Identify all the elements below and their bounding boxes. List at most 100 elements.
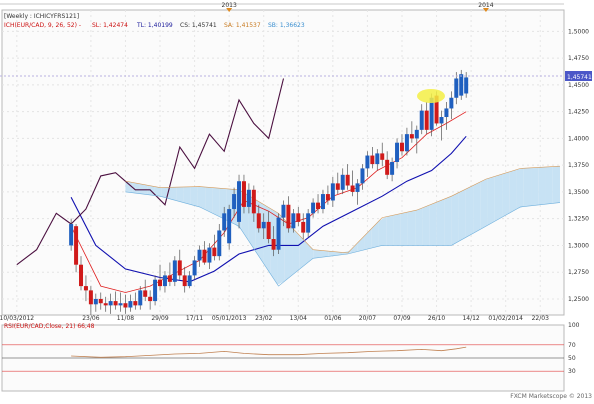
candle-body bbox=[138, 290, 143, 306]
year-marker-icon bbox=[226, 8, 233, 12]
candle-body bbox=[414, 129, 419, 139]
kumo-segment bbox=[444, 196, 452, 246]
candle-body bbox=[375, 153, 380, 165]
price-tick-label: 1,2500 bbox=[568, 296, 589, 303]
candle-body bbox=[202, 249, 207, 263]
candles bbox=[69, 69, 469, 315]
kumo-segment bbox=[429, 202, 437, 246]
candle-body bbox=[261, 221, 266, 229]
price-tick-label: 1,3000 bbox=[568, 242, 589, 249]
candle-body bbox=[434, 95, 439, 124]
kumo-segment bbox=[183, 186, 191, 205]
series-chikou-line bbox=[16, 78, 285, 266]
highlight-ellipse bbox=[417, 89, 445, 103]
kumo-segment bbox=[545, 166, 553, 205]
date-tick-label: 05/01/2013 bbox=[212, 315, 247, 322]
kumo-segment bbox=[494, 174, 503, 222]
kumo-segment bbox=[349, 243, 358, 254]
legend-cs: CS: 1,45741 bbox=[180, 22, 217, 29]
candle-body bbox=[217, 230, 222, 257]
series-kijun-line bbox=[70, 135, 467, 283]
year-label: 2013 bbox=[222, 2, 237, 9]
kumo-segment bbox=[292, 227, 300, 276]
candle-body bbox=[360, 168, 365, 184]
candle-body bbox=[197, 249, 202, 261]
candle-body bbox=[350, 185, 355, 192]
date-tick-label: 11/08 bbox=[117, 315, 134, 322]
kumo-segment bbox=[154, 186, 162, 197]
kumo-segment bbox=[284, 219, 293, 282]
rsi-title: RSI(EUR/CAD,Close, 21) 66,48 bbox=[4, 323, 95, 330]
rsi-tick-label: 30 bbox=[568, 368, 576, 375]
kumo-segment bbox=[197, 186, 206, 210]
candle-body bbox=[237, 181, 242, 222]
candle-body bbox=[187, 275, 192, 287]
candle-body bbox=[162, 275, 167, 287]
kumo-segment bbox=[378, 216, 387, 247]
grid bbox=[2, 10, 564, 315]
year-marker-icon bbox=[482, 8, 489, 12]
candle-body bbox=[128, 301, 133, 308]
candle-body bbox=[444, 108, 449, 118]
last-price-box bbox=[565, 71, 592, 81]
chart-title: [Weekly : ICHICYFRS121] bbox=[4, 13, 79, 20]
candle-body bbox=[345, 174, 350, 186]
candle-body bbox=[148, 296, 153, 302]
candle-body bbox=[88, 290, 93, 305]
candle-body bbox=[424, 110, 429, 130]
legend-tl: TL: 1,40199 bbox=[136, 22, 173, 29]
kumo-segment bbox=[465, 185, 474, 238]
price-tick-label: 1,5000 bbox=[568, 28, 589, 35]
rsi-tick-label: 70 bbox=[568, 342, 576, 349]
rsi-indicator: 100 70 50 30 bbox=[2, 322, 580, 375]
kumo-segment bbox=[190, 186, 198, 207]
rsi-tick-label: 100 bbox=[568, 322, 580, 329]
date-tick-label: 22/03 bbox=[532, 315, 549, 322]
kumo-segment bbox=[168, 187, 177, 201]
candle-body bbox=[395, 142, 400, 162]
candle-body bbox=[301, 221, 306, 233]
candle-body bbox=[404, 134, 409, 152]
candle-body bbox=[227, 209, 232, 244]
price-tick-label: 1,2750 bbox=[568, 269, 589, 276]
candle-body bbox=[355, 183, 360, 192]
series-senkou-b-line bbox=[125, 191, 561, 287]
candle-body bbox=[276, 217, 281, 250]
kumo-segment bbox=[371, 220, 379, 249]
candle-body bbox=[325, 194, 330, 201]
kumo-segment bbox=[538, 167, 546, 205]
kumo-segment bbox=[436, 199, 445, 246]
candle-body bbox=[399, 142, 404, 152]
candle-body bbox=[419, 110, 424, 130]
candle-body bbox=[108, 301, 113, 306]
kumo-segment bbox=[415, 207, 423, 246]
kumo-cloud bbox=[125, 166, 560, 285]
candle-body bbox=[390, 161, 395, 175]
date-tick-label: 13/04 bbox=[290, 315, 307, 322]
price-tick-label: 1,3250 bbox=[568, 216, 589, 223]
kumo-segment bbox=[386, 215, 394, 246]
candle-body bbox=[133, 301, 138, 306]
candle-body bbox=[449, 97, 454, 109]
kumo-segment bbox=[205, 187, 213, 214]
kumo-segment bbox=[516, 168, 524, 210]
candle-body bbox=[118, 303, 123, 306]
year-label: 2014 bbox=[478, 2, 493, 9]
candle-body bbox=[251, 189, 256, 214]
kumo-segment bbox=[523, 167, 532, 207]
candle-body bbox=[454, 78, 459, 98]
kumo-segment bbox=[212, 187, 220, 217]
price-tick-label: 1,4750 bbox=[568, 55, 589, 62]
kumo-segment bbox=[176, 187, 184, 203]
series-senkou-a-line bbox=[125, 165, 561, 254]
candle-body bbox=[123, 303, 128, 308]
candle-body bbox=[459, 74, 464, 96]
legend-sa: SA: 1,41537 bbox=[224, 22, 261, 29]
candle-body bbox=[83, 286, 88, 291]
kumo-segment bbox=[364, 228, 372, 250]
candle-body bbox=[69, 224, 74, 246]
candle-body bbox=[335, 183, 340, 190]
kumo-segment bbox=[407, 210, 416, 246]
candle-body bbox=[103, 303, 108, 306]
